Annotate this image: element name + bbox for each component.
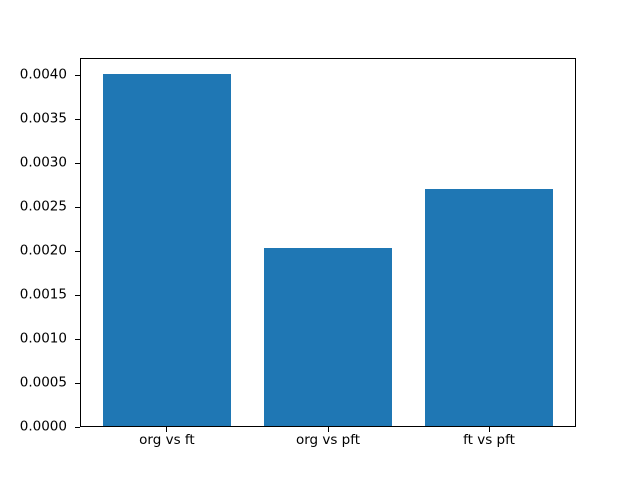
y-tick-label: 0.0000 xyxy=(19,418,67,435)
y-tick-label: 0.0020 xyxy=(19,242,67,259)
y-tick-label: 0.0005 xyxy=(19,374,67,391)
y-tick-label: 0.0035 xyxy=(19,110,67,127)
y-tick-mark xyxy=(75,206,80,208)
y-tick-mark xyxy=(75,294,80,296)
y-tick-mark xyxy=(75,74,80,76)
y-tick-mark xyxy=(75,162,80,164)
x-tick-mark xyxy=(327,427,329,433)
x-tick-label: org vs ft xyxy=(139,432,195,449)
y-tick-label: 0.0030 xyxy=(19,154,67,171)
bar-org-vs-ft xyxy=(102,74,232,427)
y-tick-label: 0.0015 xyxy=(19,286,67,303)
x-tick-label: org vs pft xyxy=(295,432,361,449)
x-tick-label: ft vs pft xyxy=(463,432,515,449)
bar-ft-vs-pft xyxy=(424,188,554,427)
y-tick-label: 0.0010 xyxy=(19,330,67,347)
y-tick-label: 0.0040 xyxy=(19,66,67,83)
y-tick-label: 0.0025 xyxy=(19,198,67,215)
bar-org-vs-pft xyxy=(263,247,393,427)
plot-area xyxy=(80,57,576,428)
x-tick-mark xyxy=(488,427,490,433)
y-tick-mark xyxy=(75,338,80,340)
y-tick-mark xyxy=(75,250,80,252)
y-tick-mark xyxy=(75,382,80,384)
y-tick-mark xyxy=(75,426,80,428)
y-tick-mark xyxy=(75,118,80,120)
x-tick-mark xyxy=(166,427,168,433)
